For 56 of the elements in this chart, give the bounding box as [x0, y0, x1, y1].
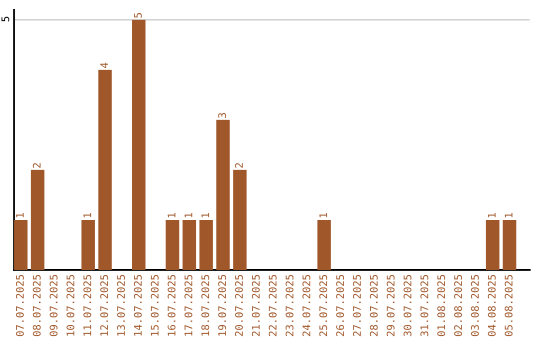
x-tick-label: 28.07.2025: [370, 274, 378, 336]
data-label: 3: [218, 113, 226, 118]
bar: [199, 220, 213, 270]
bar: [233, 170, 247, 270]
data-label: 1: [84, 212, 92, 218]
x-tick-label: 11.07.2025: [83, 274, 92, 336]
x-tick-label: 19.07.2025: [218, 274, 226, 336]
data-label: 2: [32, 163, 41, 168]
bar: [14, 220, 28, 270]
x-tick-label: 15.07.2025: [150, 274, 159, 336]
x-tick-label: 10.07.2025: [66, 274, 74, 336]
x-tick-label: 17.07.2025: [184, 274, 192, 336]
x-tick-label: 09.07.2025: [50, 274, 58, 336]
x-tick-label: 26.07.2025: [336, 274, 344, 336]
bar: [98, 70, 112, 270]
bar: [486, 220, 500, 270]
data-label: 1: [488, 212, 496, 218]
x-tick-label: 16.07.2025: [168, 274, 176, 336]
bar: [502, 220, 516, 270]
bar: [216, 120, 230, 270]
data-label: 1: [201, 212, 210, 218]
x-tick-label: 22.07.2025: [268, 274, 277, 336]
x-tick-label: 12.07.2025: [100, 274, 108, 336]
bar: [30, 170, 44, 270]
x-tick-label: 25.07.2025: [319, 274, 328, 336]
data-label: 5: [134, 13, 142, 18]
data-label: 1: [16, 212, 24, 218]
x-tick-label: 27.07.2025: [353, 274, 361, 336]
x-tick-label: 13.07.2025: [117, 274, 125, 336]
x-tick-label: 14.07.2025: [134, 274, 142, 336]
x-tick-label: 24.07.2025: [302, 274, 310, 336]
data-label: 2: [235, 163, 243, 168]
bar: [182, 220, 196, 270]
x-tick-label: 04.08.2025: [488, 274, 496, 336]
bar: [81, 220, 95, 270]
x-tick-label: 08.07.2025: [32, 274, 41, 336]
x-tick-label: 18.07.2025: [201, 274, 210, 336]
x-tick-label: 20.07.2025: [235, 274, 243, 336]
x-tick-label: 02.08.2025: [454, 274, 462, 336]
x-tick-label: 03.08.2025: [470, 274, 479, 336]
bar: [166, 220, 180, 270]
bar: [317, 220, 331, 270]
data-label: 4: [100, 62, 108, 68]
x-tick-label: 31.07.2025: [420, 274, 428, 336]
data-label: 1: [319, 212, 328, 218]
bar: [132, 20, 146, 270]
data-label: 1: [504, 212, 512, 218]
x-tick-label: 07.07.2025: [16, 274, 24, 336]
x-tick-label: 30.07.2025: [404, 274, 412, 336]
x-tick-label: 23.07.2025: [286, 274, 294, 336]
data-label: 1: [184, 212, 192, 218]
x-tick-label: 21.07.2025: [252, 274, 260, 336]
x-tick-label: 05.08.2025: [504, 274, 513, 336]
data-label: 1: [168, 212, 176, 218]
x-tick-label: 29.07.2025: [386, 274, 395, 336]
x-tick-label: 01.08.2025: [437, 274, 446, 336]
